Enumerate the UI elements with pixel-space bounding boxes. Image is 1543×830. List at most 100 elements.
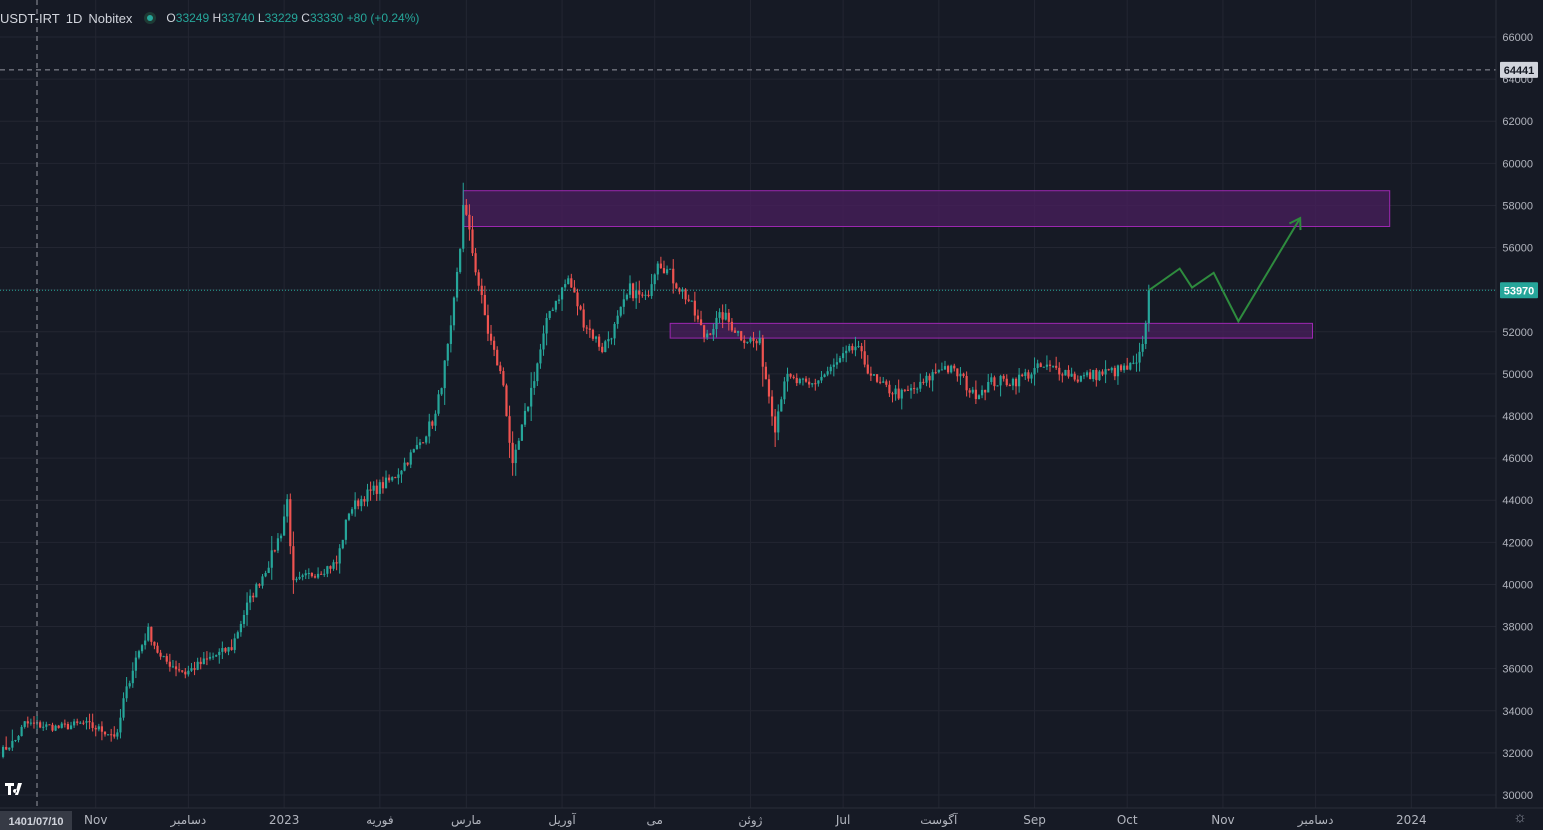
candle-body [174, 666, 178, 670]
candle [8, 747, 11, 752]
candle-body [91, 722, 94, 728]
candle-body [548, 310, 551, 318]
candle [891, 391, 894, 403]
candle-body [20, 726, 23, 737]
candle [690, 300, 693, 302]
candle-body [338, 548, 341, 564]
candle [483, 285, 486, 316]
candle-body [1033, 368, 1036, 375]
candle-body [980, 389, 984, 396]
projection-path[interactable] [1148, 217, 1302, 324]
candle [221, 641, 224, 659]
candle [42, 721, 45, 731]
symbol-interval[interactable]: 1D [65, 10, 83, 26]
candle [489, 324, 493, 345]
candle-body [576, 292, 579, 307]
candle [45, 721, 48, 731]
candle [653, 273, 656, 291]
y-tick-label: 50000 [1502, 369, 1533, 381]
candle [715, 310, 718, 338]
candle-body [724, 312, 727, 320]
candle [962, 372, 965, 378]
candle-body [560, 287, 564, 300]
candle [684, 288, 687, 305]
candle [218, 648, 221, 664]
candle [922, 378, 925, 385]
candle-body [1055, 365, 1058, 368]
price-axis[interactable] [1496, 0, 1543, 830]
candle [916, 387, 919, 394]
resistance-zone-1[interactable] [462, 190, 1391, 227]
candle-body [388, 477, 391, 481]
candle [252, 592, 255, 603]
candle-body [733, 330, 737, 333]
tradingview-logo-icon[interactable] [4, 781, 28, 799]
candle [1051, 365, 1055, 369]
candle-body [820, 376, 823, 381]
candle [326, 565, 329, 578]
open-value: 33249 [175, 11, 210, 25]
candle [841, 346, 845, 362]
candle [437, 390, 440, 416]
candle-body [891, 393, 894, 395]
candle [400, 470, 403, 483]
candle [480, 278, 483, 304]
candle-body [42, 726, 45, 728]
candle [76, 718, 79, 726]
candle-body [496, 349, 499, 366]
grid-lines [0, 0, 1496, 808]
candle-body [1005, 378, 1008, 386]
candle-body [619, 306, 622, 316]
candle [341, 539, 344, 550]
candle [1027, 369, 1030, 382]
candle [1076, 375, 1079, 384]
candle-body [601, 346, 604, 353]
candle-body [477, 272, 480, 286]
candle-body [168, 661, 171, 667]
candle-body [607, 339, 610, 342]
candle [267, 561, 270, 574]
time-axis[interactable] [0, 808, 1543, 830]
candle [150, 626, 153, 646]
candle [208, 652, 212, 661]
candle [755, 338, 758, 351]
candle [508, 405, 511, 458]
candle [968, 388, 971, 398]
candle [113, 726, 116, 739]
candle-body [662, 268, 666, 274]
gear-icon[interactable]: ☼ [1513, 809, 1527, 826]
candle [820, 371, 823, 384]
candle [354, 492, 357, 517]
candle-body [588, 328, 591, 330]
candle [5, 736, 8, 751]
candle-body [517, 440, 520, 450]
candle-body [1045, 364, 1049, 367]
x-tick-label: 2023 [269, 813, 300, 827]
candle-body [721, 312, 724, 320]
candle-body [307, 573, 310, 575]
candle-body [879, 381, 882, 383]
candle [1098, 369, 1101, 382]
candle-body [1079, 375, 1082, 382]
resistance-zone-2[interactable] [669, 322, 1313, 339]
candle [511, 431, 514, 476]
candle [39, 720, 42, 729]
candle-body [434, 413, 437, 426]
candle-body [455, 271, 459, 298]
candle [928, 373, 931, 388]
candle-body [357, 500, 360, 507]
candle [502, 367, 505, 387]
candle-body [715, 317, 718, 330]
candle [474, 247, 477, 276]
candle-body [1014, 378, 1018, 387]
candles [1, 182, 1150, 759]
candle [199, 657, 202, 670]
candle-body [255, 584, 258, 598]
candle [733, 327, 737, 334]
candle [1107, 368, 1110, 371]
symbol-name[interactable]: USDT-IRT [0, 10, 60, 26]
candle [187, 665, 190, 677]
candle-body [1051, 365, 1055, 367]
